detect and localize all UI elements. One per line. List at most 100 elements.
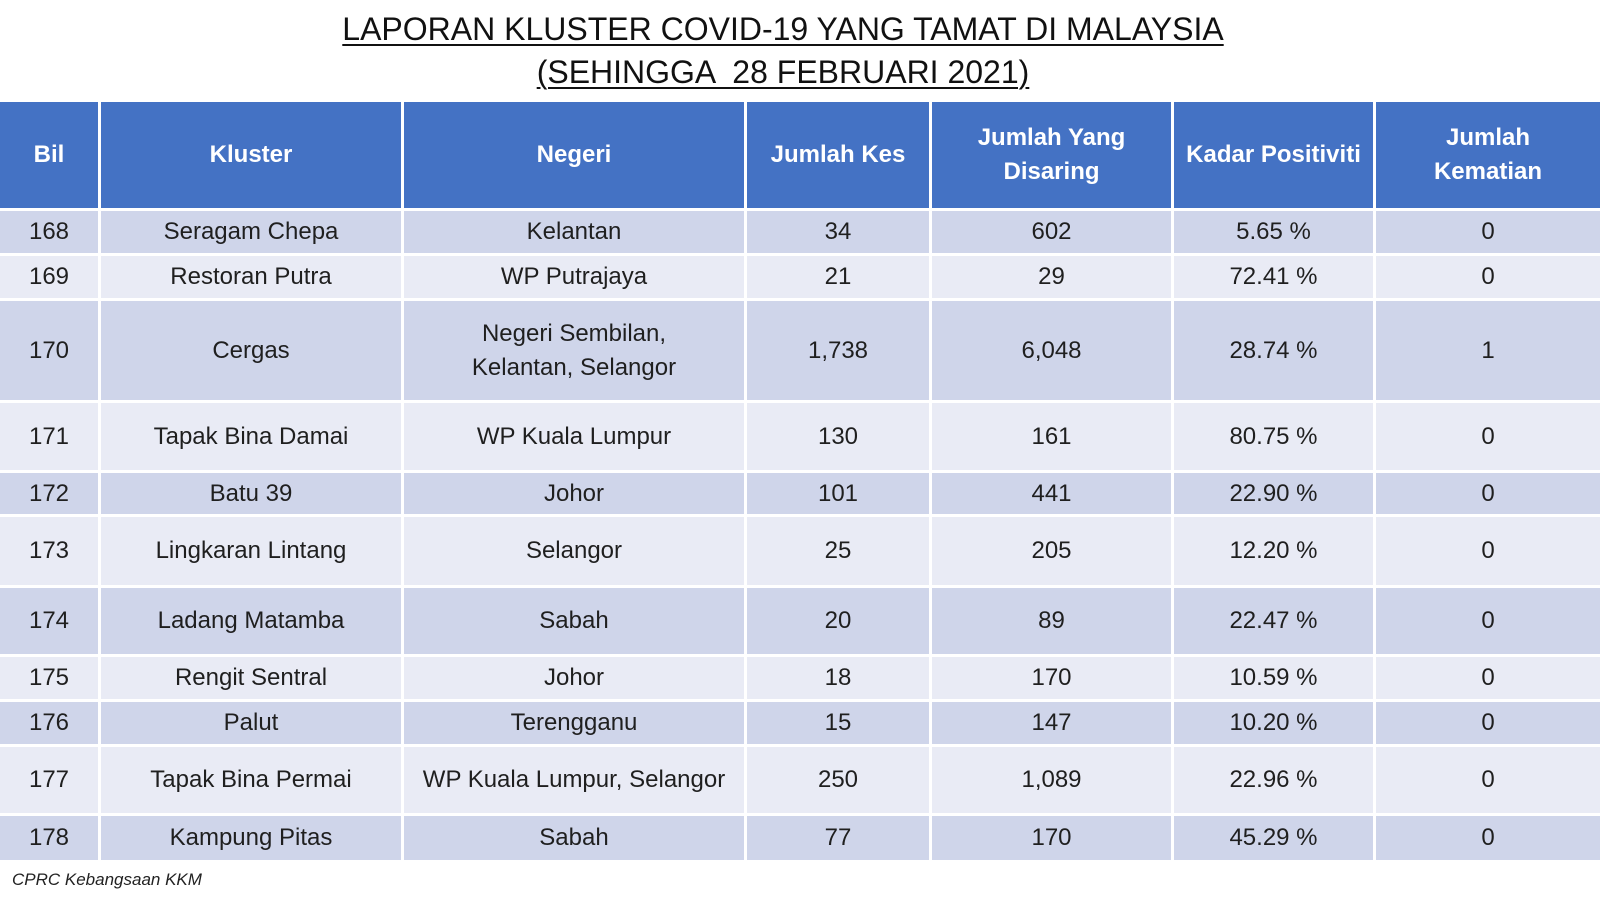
title-line-1: LAPORAN KLUSTER COVID-19 YANG TAMAT DI M… (0, 8, 1566, 51)
cell-jumlah-kematian: 0 (1376, 517, 1600, 585)
cell-kluster: Restoran Putra (101, 256, 401, 298)
cell-jumlah-disaring: 170 (932, 816, 1171, 860)
table-row: 175 Rengit Sentral Johor 18 170 10.59 % … (0, 657, 1600, 699)
table-row: 178 Kampung Pitas Sabah 77 170 45.29 % 0 (0, 816, 1600, 860)
cell-bil: 174 (0, 588, 98, 654)
cell-kadar-positiviti: 22.90 % (1174, 473, 1373, 514)
cell-jumlah-kes: 21 (747, 256, 929, 298)
cell-jumlah-kes: 77 (747, 816, 929, 860)
header-kadar-positiviti: Kadar Positiviti (1174, 102, 1373, 208)
cell-negeri: Sabah (404, 588, 744, 654)
cell-kadar-positiviti: 28.74 % (1174, 301, 1373, 400)
table-row: 168 Seragam Chepa Kelantan 34 602 5.65 %… (0, 211, 1600, 253)
cell-jumlah-kes: 101 (747, 473, 929, 514)
cell-jumlah-kes: 20 (747, 588, 929, 654)
cell-kluster: Cergas (101, 301, 401, 400)
table-header-row: Bil Kluster Negeri Jumlah Kes Jumlah Yan… (0, 102, 1600, 208)
cell-kluster: Tapak Bina Permai (101, 747, 401, 813)
cell-jumlah-disaring: 441 (932, 473, 1171, 514)
cell-kadar-positiviti: 80.75 % (1174, 403, 1373, 470)
table-row: 173 Lingkaran Lintang Selangor 25 205 12… (0, 517, 1600, 585)
title-line-2-text: (SEHINGGA 28 FEBRUARI 2021) (536, 54, 1030, 90)
cell-kluster: Lingkaran Lintang (101, 517, 401, 585)
cell-jumlah-disaring: 602 (932, 211, 1171, 253)
cell-jumlah-kematian: 0 (1376, 747, 1600, 813)
header-jumlah-kes: Jumlah Kes (747, 102, 929, 208)
cell-negeri: Selangor (404, 517, 744, 585)
cell-bil: 168 (0, 211, 98, 253)
page-title: LAPORAN KLUSTER COVID-19 YANG TAMAT DI M… (0, 8, 1566, 94)
cell-jumlah-kematian: 0 (1376, 211, 1600, 253)
table-row: 174 Ladang Matamba Sabah 20 89 22.47 % 0 (0, 588, 1600, 654)
cell-bil: 176 (0, 702, 98, 744)
cell-negeri: WP Kuala Lumpur, Selangor (404, 747, 744, 813)
cell-jumlah-disaring: 29 (932, 256, 1171, 298)
cell-jumlah-kematian: 0 (1376, 403, 1600, 470)
cell-bil: 175 (0, 657, 98, 699)
cell-kluster: Rengit Sentral (101, 657, 401, 699)
cell-jumlah-disaring: 161 (932, 403, 1171, 470)
header-negeri: Negeri (404, 102, 744, 208)
cell-negeri: Johor (404, 657, 744, 699)
title-line-1-text: LAPORAN KLUSTER COVID-19 YANG TAMAT DI M… (342, 11, 1224, 47)
cell-kadar-positiviti: 12.20 % (1174, 517, 1373, 585)
cell-kadar-positiviti: 22.47 % (1174, 588, 1373, 654)
header-bil: Bil (0, 102, 98, 208)
cell-jumlah-kes: 15 (747, 702, 929, 744)
cell-kluster: Palut (101, 702, 401, 744)
cell-kadar-positiviti: 10.20 % (1174, 702, 1373, 744)
cell-jumlah-disaring: 6,048 (932, 301, 1171, 400)
table-row: 170 Cergas Negeri Sembilan, Kelantan, Se… (0, 301, 1600, 400)
cell-jumlah-disaring: 170 (932, 657, 1171, 699)
cell-kluster: Seragam Chepa (101, 211, 401, 253)
cell-bil: 178 (0, 816, 98, 860)
cell-jumlah-kematian: 0 (1376, 657, 1600, 699)
cell-jumlah-disaring: 147 (932, 702, 1171, 744)
table-row: 171 Tapak Bina Damai WP Kuala Lumpur 130… (0, 403, 1600, 470)
cell-jumlah-kes: 130 (747, 403, 929, 470)
cell-jumlah-kematian: 0 (1376, 473, 1600, 514)
cell-bil: 169 (0, 256, 98, 298)
cell-jumlah-kes: 25 (747, 517, 929, 585)
cell-jumlah-disaring: 1,089 (932, 747, 1171, 813)
cell-bil: 173 (0, 517, 98, 585)
cell-kadar-positiviti: 22.96 % (1174, 747, 1373, 813)
cell-jumlah-kematian: 1 (1376, 301, 1600, 400)
cell-jumlah-disaring: 89 (932, 588, 1171, 654)
cell-negeri: Terengganu (404, 702, 744, 744)
cell-negeri: Negeri Sembilan, Kelantan, Selangor (404, 301, 744, 400)
cell-kadar-positiviti: 45.29 % (1174, 816, 1373, 860)
cell-jumlah-kes: 1,738 (747, 301, 929, 400)
cell-kadar-positiviti: 72.41 % (1174, 256, 1373, 298)
cell-kluster: Ladang Matamba (101, 588, 401, 654)
cell-kadar-positiviti: 10.59 % (1174, 657, 1373, 699)
header-jumlah-disaring: Jumlah Yang Disaring (932, 102, 1171, 208)
cell-jumlah-kematian: 0 (1376, 588, 1600, 654)
cell-negeri: WP Kuala Lumpur (404, 403, 744, 470)
cell-jumlah-kes: 34 (747, 211, 929, 253)
cell-jumlah-kes: 18 (747, 657, 929, 699)
table-row: 172 Batu 39 Johor 101 441 22.90 % 0 (0, 473, 1600, 514)
cell-jumlah-kematian: 0 (1376, 816, 1600, 860)
cell-negeri: Johor (404, 473, 744, 514)
cell-bil: 171 (0, 403, 98, 470)
cell-negeri: Kelantan (404, 211, 744, 253)
cell-kluster: Kampung Pitas (101, 816, 401, 860)
table-row: 176 Palut Terengganu 15 147 10.20 % 0 (0, 702, 1600, 744)
cluster-table: Bil Kluster Negeri Jumlah Kes Jumlah Yan… (0, 102, 1600, 860)
cell-bil: 177 (0, 747, 98, 813)
cell-jumlah-disaring: 205 (932, 517, 1171, 585)
title-line-2: (SEHINGGA 28 FEBRUARI 2021) (0, 51, 1566, 94)
cell-negeri: Sabah (404, 816, 744, 860)
cell-kluster: Batu 39 (101, 473, 401, 514)
table-row: 177 Tapak Bina Permai WP Kuala Lumpur, S… (0, 747, 1600, 813)
cell-kadar-positiviti: 5.65 % (1174, 211, 1373, 253)
cell-jumlah-kes: 250 (747, 747, 929, 813)
cell-bil: 170 (0, 301, 98, 400)
cell-kluster: Tapak Bina Damai (101, 403, 401, 470)
header-kluster: Kluster (101, 102, 401, 208)
cell-jumlah-kematian: 0 (1376, 256, 1600, 298)
cell-jumlah-kematian: 0 (1376, 702, 1600, 744)
source-footnote: CPRC Kebangsaan KKM (12, 870, 202, 889)
table-row: 169 Restoran Putra WP Putrajaya 21 29 72… (0, 256, 1600, 298)
